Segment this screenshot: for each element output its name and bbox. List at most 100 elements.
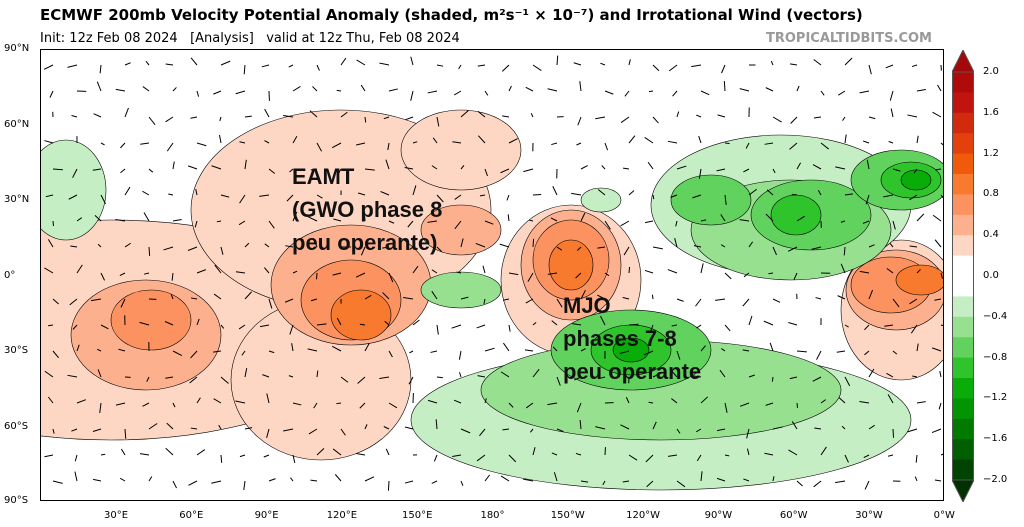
wind-vector	[244, 427, 253, 430]
wind-vector	[268, 298, 273, 309]
wind-vector	[115, 88, 126, 92]
anomaly-contour	[895, 264, 943, 296]
wind-vector	[576, 402, 582, 413]
wind-vector	[623, 246, 630, 256]
wind-vector	[409, 350, 414, 354]
wind-vector	[939, 371, 942, 378]
wind-vector	[739, 88, 750, 92]
wind-vector	[763, 320, 774, 326]
wind-vector	[309, 110, 318, 118]
wind-vector	[811, 246, 822, 250]
wind-vector	[355, 142, 366, 146]
wind-vector	[700, 396, 709, 404]
wind-vector	[168, 193, 174, 196]
wind-vector	[812, 164, 822, 170]
wind-vector	[266, 428, 270, 439]
wind-vector	[742, 298, 750, 307]
wind-vector	[124, 107, 129, 118]
wind-vector	[628, 323, 639, 326]
wind-vector	[124, 428, 127, 439]
wind-vector	[625, 397, 630, 404]
wind-vector	[364, 294, 372, 300]
wind-vector	[479, 428, 486, 437]
wind-vector	[403, 297, 414, 300]
wind-vector	[772, 246, 777, 256]
wind-vector	[813, 480, 822, 488]
wind-vector	[503, 298, 510, 301]
wind-vector	[264, 140, 270, 144]
wind-vector	[355, 272, 366, 278]
wind-vector	[796, 350, 807, 353]
wind-vector	[841, 425, 846, 430]
wind-vector	[886, 372, 894, 378]
wind-vector	[700, 219, 707, 222]
wind-vector	[92, 168, 102, 171]
wind-vector	[382, 292, 390, 300]
wind-vector	[863, 454, 870, 459]
wind-vector	[651, 294, 654, 300]
wind-vector	[244, 367, 248, 378]
wind-vector	[290, 477, 294, 482]
wind-vector	[69, 298, 78, 306]
wind-vector	[190, 427, 198, 430]
wind-vector	[885, 64, 894, 69]
wind-vector	[868, 289, 874, 300]
wind-vector	[646, 480, 654, 488]
wind-vector	[148, 168, 154, 173]
wind-vector	[456, 271, 462, 274]
wind-vector	[772, 426, 783, 430]
wind-vector	[427, 90, 438, 94]
wind-vector	[115, 219, 126, 222]
wind-vector	[597, 189, 606, 196]
wind-vector	[575, 452, 582, 456]
wind-vector	[764, 142, 774, 145]
wind-vector	[477, 64, 486, 67]
lon-tick-label: 150°E	[401, 510, 433, 521]
wind-vector	[789, 376, 798, 380]
wind-vector	[333, 218, 342, 222]
wind-vector	[652, 116, 659, 124]
wind-vector	[379, 62, 390, 66]
wind-vector	[916, 213, 925, 222]
annotation-line: MJO	[563, 293, 611, 318]
wind-vector	[643, 350, 654, 356]
wind-vector	[628, 190, 635, 196]
wind-vector	[49, 90, 54, 98]
wind-vector	[748, 315, 753, 326]
wind-vector	[909, 245, 918, 248]
wind-vector	[340, 376, 349, 383]
anomaly-contour	[900, 169, 932, 191]
wind-vector	[292, 270, 298, 274]
wind-vector	[623, 167, 630, 170]
wind-vector	[940, 324, 943, 327]
wind-vector	[868, 424, 875, 430]
colorbar	[952, 50, 974, 502]
wind-vector	[146, 376, 150, 382]
wind-vector	[836, 350, 846, 353]
wind-vector	[892, 428, 895, 438]
wind-vector	[388, 88, 398, 92]
wind-vector	[235, 271, 246, 274]
wind-vector	[600, 315, 606, 326]
wind-vector	[551, 320, 558, 326]
wind-vector	[672, 90, 678, 97]
wind-vector	[552, 346, 558, 352]
wind-vector	[238, 220, 246, 226]
colorbar-tick-label: 0.4	[983, 229, 999, 241]
wind-vector	[501, 64, 510, 72]
wind-vector	[644, 269, 654, 274]
wind-vector	[547, 88, 558, 92]
wind-vector	[787, 246, 798, 252]
wind-vector	[647, 161, 654, 170]
wind-vector	[235, 90, 246, 95]
wind-vector	[765, 213, 774, 222]
wind-vector	[388, 402, 398, 409]
wind-vector	[717, 428, 726, 432]
lon-tick-label: 150°W	[550, 510, 585, 521]
wind-vector	[99, 402, 102, 413]
wind-vector	[412, 265, 419, 274]
wind-vector	[720, 244, 726, 248]
wind-vector	[796, 480, 803, 487]
colorbar-tick-label: −1.2	[983, 392, 1008, 404]
wind-vector	[814, 427, 822, 430]
